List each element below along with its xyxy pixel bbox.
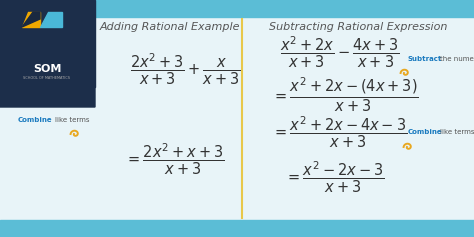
- Bar: [0, 0, 95, 87]
- Text: like terms: like terms: [55, 117, 90, 123]
- Text: the numerators: the numerators: [440, 56, 474, 62]
- Text: $\dfrac{2x^2+3}{x+3}+\dfrac{x}{x+3}$: $\dfrac{2x^2+3}{x+3}+\dfrac{x}{x+3}$: [130, 51, 240, 87]
- Text: SCHOOL OF MATHEMATICS: SCHOOL OF MATHEMATICS: [24, 76, 71, 80]
- Text: SOM: SOM: [33, 64, 61, 74]
- Text: Combine: Combine: [408, 129, 443, 135]
- Text: the numerators: the numerators: [33, 61, 87, 67]
- Polygon shape: [22, 12, 40, 27]
- Polygon shape: [0, 0, 95, 107]
- Text: $\dfrac{x^2+2x}{x+3}-\dfrac{4x+3}{x+3}$: $\dfrac{x^2+2x}{x+3}-\dfrac{4x+3}{x+3}$: [280, 34, 400, 70]
- Bar: [0, 220, 474, 237]
- Text: $=\dfrac{x^2+2x-4x-3}{x+3}$: $=\dfrac{x^2+2x-4x-3}{x+3}$: [272, 114, 408, 150]
- Text: Adding Rational Example: Adding Rational Example: [100, 22, 240, 32]
- Text: $=\dfrac{x^2+2x-(4x+3)}{x+3}$: $=\dfrac{x^2+2x-(4x+3)}{x+3}$: [272, 76, 419, 114]
- Text: Combine: Combine: [18, 117, 53, 123]
- Text: $=\dfrac{x^2-2x-3}{x+3}$: $=\dfrac{x^2-2x-3}{x+3}$: [285, 159, 385, 195]
- Text: $=\dfrac{2x^2+x+3}{x+3}$: $=\dfrac{2x^2+x+3}{x+3}$: [125, 141, 225, 177]
- Polygon shape: [22, 12, 40, 27]
- Text: Add: Add: [18, 61, 34, 67]
- Text: Subtracting Rational Expression: Subtracting Rational Expression: [269, 22, 447, 32]
- Bar: [0, 0, 474, 17]
- Text: Subtract: Subtract: [408, 56, 442, 62]
- Polygon shape: [40, 12, 62, 27]
- Text: like terms: like terms: [440, 129, 474, 135]
